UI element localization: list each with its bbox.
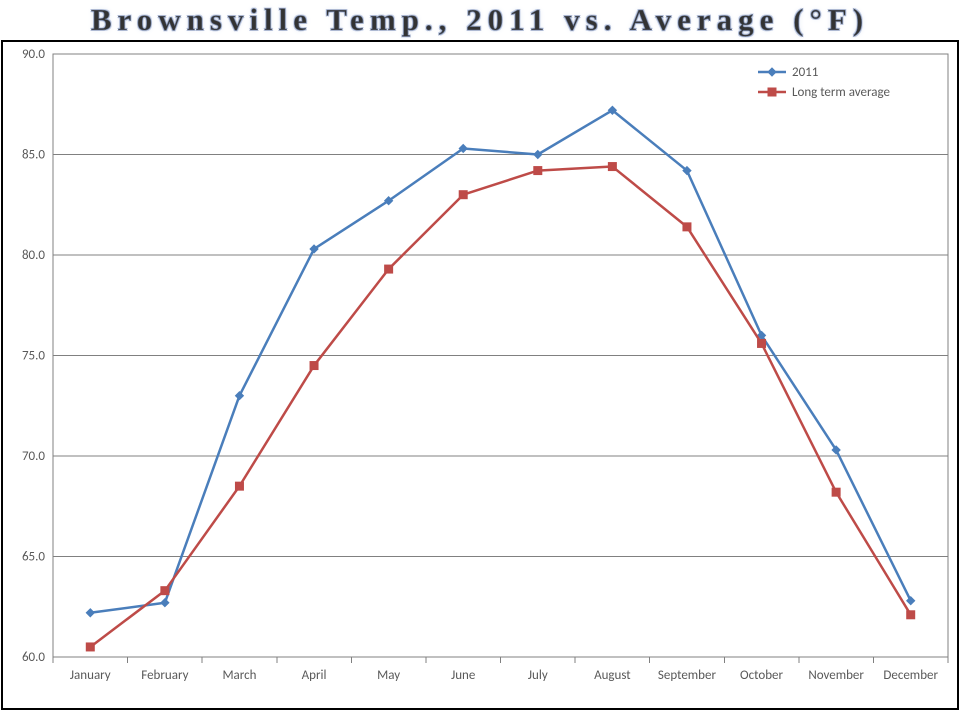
y-tick-label: 60.0 [22, 650, 45, 665]
marker-square [385, 265, 393, 273]
x-tick-label: March [222, 668, 256, 683]
x-tick-label: December [883, 668, 938, 683]
legend-label: 2011 [792, 65, 818, 80]
marker-square [832, 488, 840, 496]
marker-diamond [161, 599, 169, 607]
legend-label: Long term average [792, 85, 890, 100]
y-tick-label: 70.0 [22, 449, 45, 464]
x-tick-label: February [141, 668, 188, 683]
x-tick-label: June [451, 668, 475, 683]
chart-title: Brownsville Temp., 2011 vs. Average (°F) [91, 0, 869, 38]
marker-square [758, 339, 766, 347]
series-line-ltavg [90, 167, 910, 647]
x-tick-label: September [658, 668, 717, 683]
marker-square [608, 163, 616, 171]
x-tick-label: August [594, 668, 631, 683]
x-tick-label: January [70, 668, 111, 683]
y-tick-label: 75.0 [22, 349, 45, 364]
marker-square [161, 587, 169, 595]
marker-square [907, 611, 915, 619]
x-tick-label: November [808, 668, 864, 683]
chart-svg: 60.0 65.0 70.0 75.0 80.0 85.0 90.0 January Febru… [3, 42, 957, 708]
marker-square [310, 362, 318, 370]
marker-square [768, 88, 776, 96]
y-tick-label: 65.0 [22, 550, 45, 565]
x-tick-label: May [377, 668, 400, 683]
marker-square [86, 643, 94, 651]
x-tick-label: October [740, 668, 783, 683]
marker-square [459, 191, 467, 199]
marker-square [235, 482, 243, 490]
y-tick-label: 85.0 [22, 148, 45, 163]
marker-diamond [768, 68, 776, 76]
x-tick-label: July [528, 668, 548, 683]
chart-outer-box: 60.0 65.0 70.0 75.0 80.0 85.0 90.0 January Febru… [1, 40, 959, 710]
x-tick-label: April [302, 668, 327, 683]
y-tick-label: 90.0 [22, 47, 45, 62]
marker-diamond [907, 597, 915, 605]
marker-square [534, 167, 542, 175]
marker-square [683, 223, 691, 231]
y-tick-label: 80.0 [22, 248, 45, 263]
series-line-s2011 [90, 110, 910, 613]
marker-diamond [86, 609, 94, 617]
